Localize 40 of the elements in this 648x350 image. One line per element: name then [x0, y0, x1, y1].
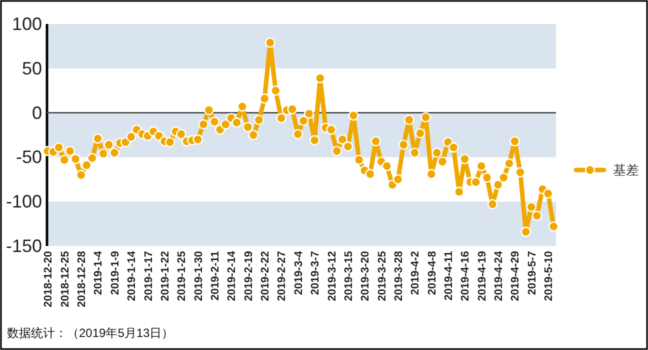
x-tick-label: 2019-4-24	[493, 250, 506, 302]
x-tick-label: 2019-1-25	[176, 251, 188, 302]
x-tick-label: 2018-12-28	[76, 251, 88, 308]
x-tick-label: 2019-4-2	[410, 251, 422, 296]
y-tick-label: 0	[32, 102, 42, 123]
y-tick-label: 100	[12, 14, 42, 34]
x-tick-label: 2019-1-9	[109, 251, 122, 296]
x-tick-label: 2019-2-14	[226, 250, 238, 302]
y-tick-label: -50	[16, 147, 42, 168]
x-tick-label: 2018-12-25	[59, 251, 72, 308]
text: 数据统计：（2019年5月13日）	[7, 326, 174, 340]
x-tick-label: 2019-2-19	[242, 251, 255, 302]
x-tick-label: 2019-4-8	[426, 251, 438, 296]
x-tick-label: 2019-4-19	[476, 251, 488, 302]
x-tick-label: 2019-1-14	[126, 250, 138, 302]
x-tick-label: 2018-12-20	[42, 251, 55, 308]
x-tick-label: 2019-1-22	[159, 251, 172, 302]
x-tick-label: 2019-3-12	[326, 251, 338, 302]
x-tick-label: 2019-4-11	[443, 251, 456, 301]
x-tick-label: 2019-3-4	[292, 250, 305, 296]
x-tick-label: 2019-2-27	[276, 251, 288, 302]
x-tick-label: 2019-2-22	[260, 251, 272, 302]
legend: 基差	[574, 162, 639, 178]
x-tick-label: 2019-1-30	[192, 251, 205, 302]
y-tick-label: -100	[6, 192, 42, 212]
x-tick-label: 2019-1-4	[92, 250, 105, 296]
x-tick-label: 2019-3-7	[310, 251, 322, 296]
x-tick-label: 2019-2-11	[209, 251, 222, 301]
x-tick-label: 2019-3-15	[342, 251, 355, 302]
legend-label: 基差	[613, 162, 639, 178]
x-tick-label: 2019-5-7	[526, 251, 538, 296]
x-tick-label: 2019-3-25	[376, 251, 388, 302]
y-tick-label: 50	[22, 58, 42, 78]
x-tick-label: 2019-1-17	[142, 251, 155, 302]
x-tick-label: 2019-3-28	[392, 251, 405, 302]
x-tick-label: 2019-3-20	[360, 251, 372, 302]
x-tick-label: 2019-5-10	[543, 251, 556, 302]
y-tick-label: -150	[6, 236, 42, 256]
x-tick-label: 2019-4-29	[510, 251, 522, 302]
x-tick-label: 2019-4-16	[460, 251, 472, 302]
